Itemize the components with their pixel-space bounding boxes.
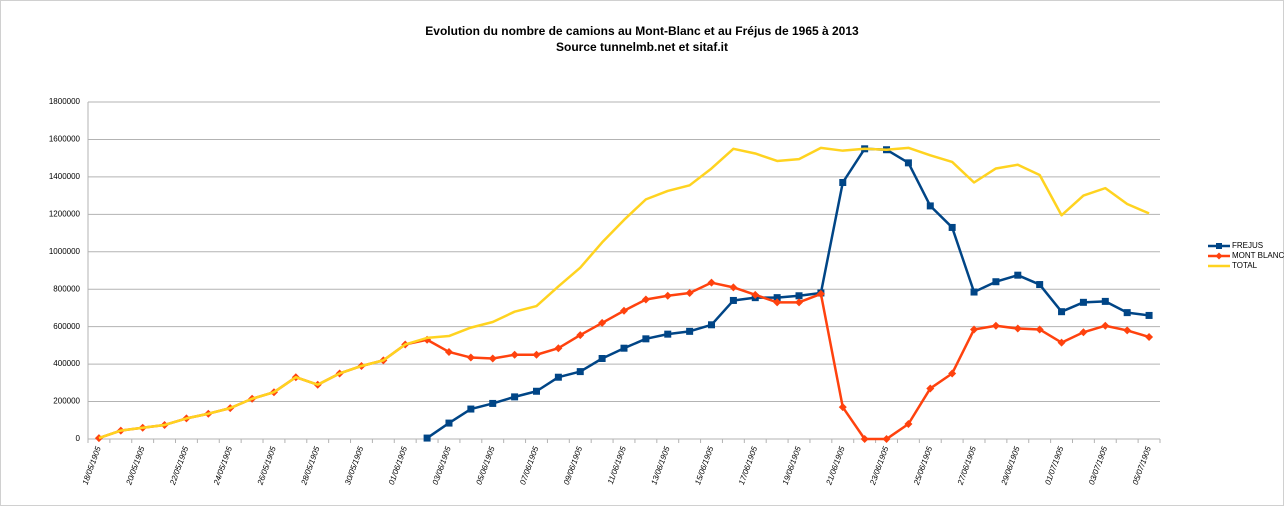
point-marker [904,159,912,167]
point-marker [1145,332,1154,341]
y-tick-label: 200000 [53,397,80,406]
legend-label: TOTAL [1232,261,1258,270]
point-marker [1058,308,1066,316]
point-marker [642,335,650,343]
y-tick-label: 800000 [53,284,80,293]
point-marker [904,420,913,429]
point-marker [1123,309,1131,317]
point-marker [1079,298,1087,306]
legend-marker [1216,243,1222,249]
point-marker [1101,297,1109,305]
point-marker [795,298,804,307]
point-marker [991,321,1000,330]
point-marker [511,393,519,401]
point-marker [576,368,584,376]
y-tick-label: 400000 [53,359,80,368]
point-marker [1123,326,1132,335]
point-marker [445,419,453,427]
y-tick-label: 1800000 [49,97,81,106]
legend-marker [1215,252,1223,260]
point-marker [860,435,869,443]
point-marker [970,288,978,296]
point-marker [795,292,803,300]
point-marker [598,354,606,362]
point-marker [1036,281,1044,289]
point-marker [467,405,475,413]
point-marker [576,331,585,340]
point-marker [444,347,453,356]
point-marker [926,384,935,393]
y-tick-label: 600000 [53,322,80,331]
point-marker [1013,324,1022,333]
y-tick-label: 1000000 [49,247,81,256]
point-marker [1035,325,1044,334]
point-marker [729,283,738,292]
point-marker [664,330,672,338]
point-marker [1057,338,1066,347]
point-marker [532,350,541,359]
y-tick-label: 1400000 [49,172,81,181]
point-marker [948,223,956,231]
point-marker [708,321,716,329]
point-marker [992,278,1000,286]
point-marker [773,294,781,302]
point-marker [554,373,562,381]
point-marker [510,350,519,359]
point-marker [816,289,825,298]
point-marker [751,290,760,299]
point-marker [554,344,563,353]
point-marker [729,296,737,304]
point-marker [1145,311,1153,319]
point-marker [489,399,497,407]
chart-title: Evolution du nombre de camions au Mont-B… [425,24,859,38]
point-marker [532,387,540,395]
y-tick-label: 1600000 [49,135,81,144]
point-marker [839,179,847,187]
point-marker [970,325,979,334]
point-marker [948,369,957,378]
point-marker [707,278,716,287]
point-marker [423,434,431,442]
series-line [98,146,1150,440]
point-marker [620,306,628,315]
y-tick-label: 0 [76,434,81,443]
point-marker [641,295,650,304]
point-marker [663,291,672,300]
point-marker [838,403,847,412]
point-marker [466,353,475,362]
y-tick-label: 1200000 [49,209,81,218]
legend-label: MONT BLANC [1232,251,1284,260]
point-marker [685,288,694,297]
point-marker [598,318,607,327]
point-marker [1101,321,1110,330]
point-marker [926,202,934,210]
point-marker [1079,328,1088,337]
point-marker [620,344,628,352]
point-marker [686,327,694,335]
point-marker [882,435,891,443]
point-marker [1014,271,1022,279]
point-marker [773,298,782,307]
chart-subtitle: Source tunnelmb.net et sitaf.it [556,40,728,54]
legend-label: FREJUS [1232,241,1263,250]
point-marker [488,354,497,363]
series-line [426,147,1150,440]
